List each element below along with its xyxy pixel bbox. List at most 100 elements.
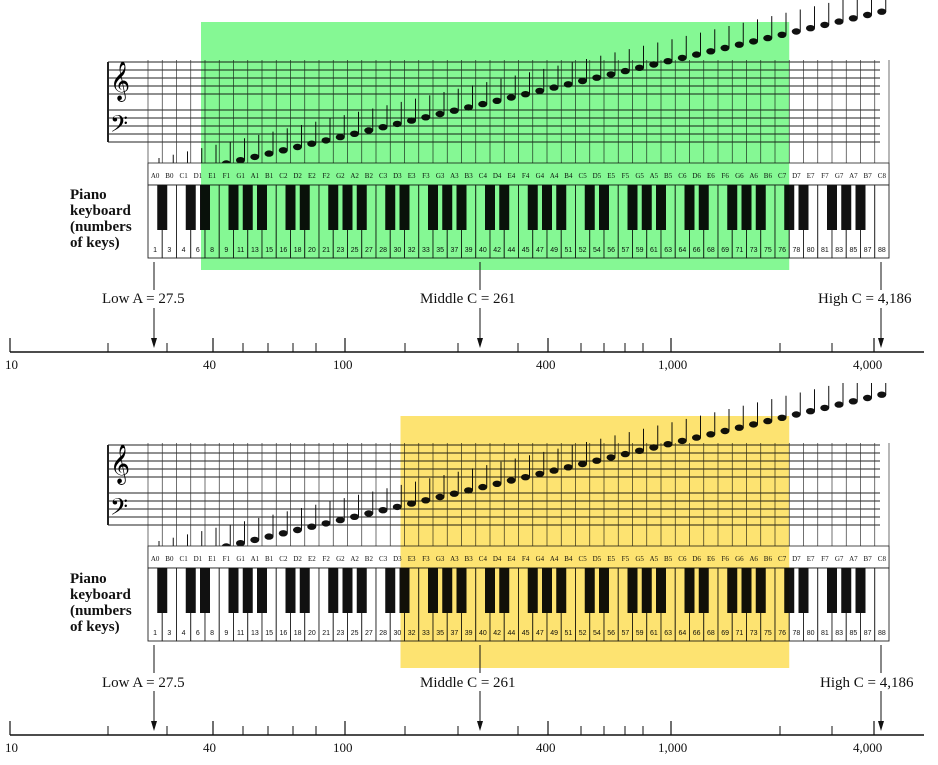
note-name-label: C3: [379, 555, 388, 563]
note-name-label: B0: [165, 172, 174, 180]
note-name-label: G7: [835, 555, 844, 563]
note-head: [335, 516, 345, 524]
note-head: [364, 510, 374, 517]
low-a-label: Low A = 27.5: [102, 291, 185, 307]
note-head: [877, 391, 887, 398]
key-number-label: 87: [864, 247, 872, 254]
note-head: [264, 533, 274, 540]
black-key: [356, 568, 367, 613]
black-key: [157, 185, 168, 230]
note-name-label: D3: [393, 555, 402, 563]
note-name-label: C2: [279, 555, 288, 563]
piano-range-diagram-bottom: 𝄞𝄢A0B0C1D1E1F1G1A1B1C2D2E2F2G2A2B2C3D3E3…: [9, 383, 924, 736]
key-number-label: 83: [835, 247, 843, 254]
note-name-label: E7: [807, 172, 815, 180]
note-head: [321, 520, 331, 527]
key-number-label: 1: [153, 247, 157, 254]
scale-tick-label: 40: [203, 357, 216, 372]
black-key: [827, 568, 837, 613]
scale-tick-label: 4,000: [853, 740, 883, 755]
note-name-label: A0: [151, 555, 160, 563]
note-name-label: B7: [864, 172, 873, 180]
note-name-label: B7: [864, 555, 873, 563]
key-number-label: 80: [807, 247, 815, 254]
note-head: [392, 503, 402, 511]
note-name-label: E1: [208, 555, 216, 563]
treble-clef-icon: 𝄞: [110, 61, 130, 102]
low-a-label: Low A = 27.5: [102, 675, 185, 691]
note-name-label: A1: [251, 555, 260, 563]
key-number-label: 13: [251, 630, 259, 637]
black-key: [798, 185, 809, 230]
scale-tick-label: 400: [536, 740, 556, 755]
key-number-label: 27: [365, 630, 373, 637]
key-number-label: 9: [224, 630, 228, 637]
scale-tick-label: 40: [203, 740, 216, 755]
key-number-label: 1: [153, 630, 157, 637]
keyboard-label-line: keyboard: [70, 587, 131, 603]
high-marker-arrow-icon: [878, 338, 884, 348]
piano-range-diagram-top: 𝄞𝄢A0B0C1D1E1F1G1A1B1C2D2E2F2G2A2B2C3D3E3…: [9, 0, 924, 353]
black-key: [385, 568, 396, 613]
key-number-label: 88: [878, 630, 886, 637]
black-key: [798, 568, 809, 613]
keyboard-label: Piano keyboard (numbers of keys): [70, 187, 150, 251]
black-key: [257, 568, 267, 613]
range-highlight: [201, 22, 790, 270]
note-name-label: E7: [807, 555, 815, 563]
frequency-scale: [9, 645, 924, 736]
key-number-label: 15: [265, 630, 273, 637]
key-number-label: 30: [393, 630, 401, 637]
middle-c-label: Middle C = 261: [420, 291, 516, 307]
white-key: [874, 184, 890, 259]
note-name-label: C8: [878, 172, 887, 180]
key-number-label: 16: [279, 630, 287, 637]
note-name-label: D1: [194, 555, 203, 563]
note-head: [791, 28, 801, 35]
key-number-label: 3: [167, 630, 171, 637]
black-key: [200, 568, 210, 613]
scale-tick-label: 1,000: [658, 740, 688, 755]
keyboard-label-line: of keys): [70, 235, 120, 251]
black-key: [855, 568, 866, 613]
note-name-label: A0: [151, 172, 160, 180]
key-number-label: 21: [322, 630, 330, 637]
black-key: [285, 568, 296, 613]
black-key: [185, 568, 196, 613]
note-name-label: G7: [835, 172, 844, 180]
note-head: [834, 401, 844, 408]
black-key: [299, 568, 310, 613]
note-head: [250, 536, 260, 544]
low-marker-arrow-icon: [151, 338, 157, 348]
key-number-label: 3: [167, 247, 171, 254]
black-key: [228, 568, 239, 613]
keyboard-label-line: Piano: [70, 571, 107, 587]
black-key: [328, 568, 339, 613]
key-number-label: 8: [210, 630, 214, 637]
note-head: [848, 15, 858, 22]
middle-c-label: Middle C = 261: [420, 675, 516, 691]
bass-clef-icon: 𝄢: [110, 110, 128, 143]
key-number-label: 87: [864, 630, 872, 637]
keyboard-label-line: (numbers: [70, 603, 132, 619]
note-name-label: E2: [308, 555, 316, 563]
scale-tick-label: 100: [333, 740, 353, 755]
note-name-label: A7: [849, 555, 858, 563]
keyboard-label: Piano keyboard (numbers of keys): [70, 571, 150, 635]
key-number-label: 85: [849, 247, 857, 254]
black-key: [242, 568, 253, 613]
note-head: [863, 11, 872, 19]
note-head: [806, 408, 815, 415]
note-head: [307, 523, 317, 530]
key-number-label: 80: [807, 630, 815, 637]
low-marker-arrow-icon: [151, 721, 157, 731]
note-head: [820, 404, 830, 412]
note-head: [834, 18, 844, 25]
note-head: [877, 8, 887, 15]
note-name-label: B2: [365, 555, 374, 563]
note-name-label: B0: [165, 555, 174, 563]
middle-marker-arrow-icon: [477, 338, 483, 348]
note-name-label: D7: [792, 555, 801, 563]
keyboard-label-line: keyboard: [70, 203, 131, 219]
scale-tick-label: 1,000: [658, 357, 688, 372]
